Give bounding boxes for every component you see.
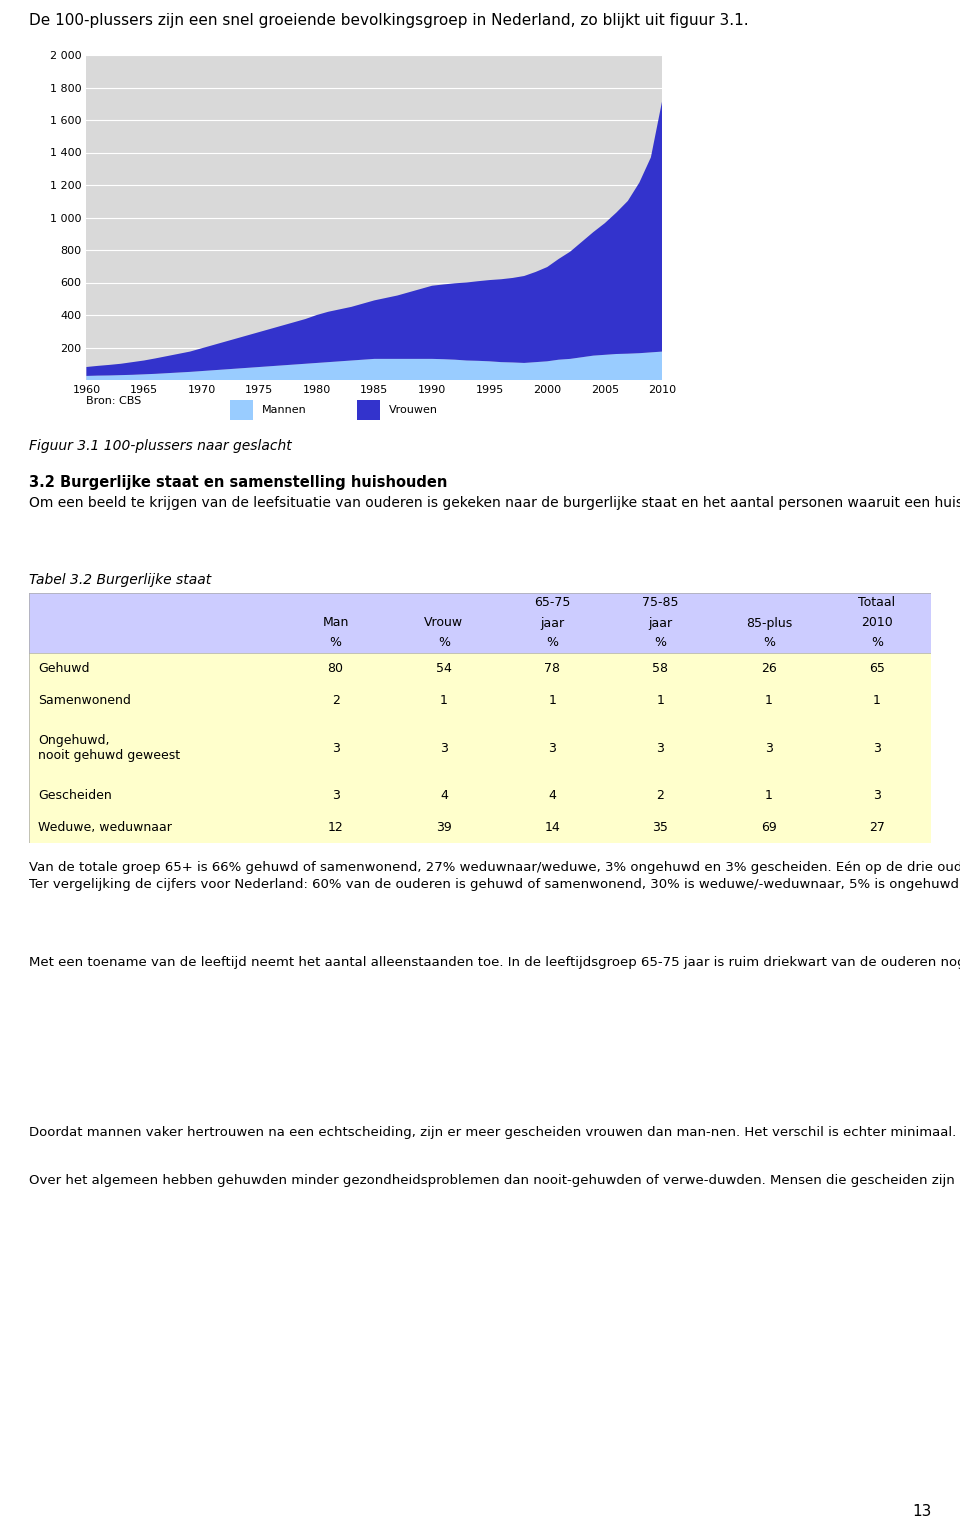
Text: 78: 78: [544, 662, 561, 676]
Text: 1: 1: [765, 694, 773, 707]
Text: Gescheiden: Gescheiden: [37, 789, 111, 803]
Text: 3: 3: [873, 742, 881, 754]
Text: 80: 80: [327, 662, 344, 676]
Bar: [29, 594, 931, 653]
Text: 12: 12: [327, 821, 344, 833]
Text: De 100-plussers zijn een snel groeiende bevolkingsgroep in Nederland, zo blijkt : De 100-plussers zijn een snel groeiende …: [29, 14, 749, 27]
Text: 27: 27: [869, 821, 885, 833]
Text: 85-plus: 85-plus: [746, 617, 792, 630]
Text: 1: 1: [873, 694, 881, 707]
Text: 2: 2: [657, 789, 664, 803]
Text: 3: 3: [440, 742, 448, 754]
Text: Gehuwd: Gehuwd: [37, 662, 89, 676]
Bar: [29, 653, 931, 842]
Text: 75-85: 75-85: [642, 597, 679, 609]
Text: 1: 1: [548, 694, 556, 707]
Text: Samenwonend: Samenwonend: [37, 694, 131, 707]
Text: Bron: CBS: Bron: CBS: [86, 397, 142, 406]
Text: Met een toename van de leeftijd neemt het aantal alleenstaanden toe. In de leeft: Met een toename van de leeftijd neemt he…: [29, 955, 960, 969]
Text: 4: 4: [548, 789, 556, 803]
Text: 3: 3: [657, 742, 664, 754]
Text: 26: 26: [761, 662, 777, 676]
Text: %: %: [438, 636, 450, 650]
Text: 2010: 2010: [861, 617, 893, 630]
Text: %: %: [763, 636, 775, 650]
Text: jaar: jaar: [540, 617, 564, 630]
Text: %: %: [655, 636, 666, 650]
Text: 3.2 Burgerlijke staat en samenstelling huishouden: 3.2 Burgerlijke staat en samenstelling h…: [29, 476, 447, 490]
Text: %: %: [329, 636, 342, 650]
Text: %: %: [546, 636, 558, 650]
Text: 13: 13: [912, 1505, 931, 1520]
Text: 3: 3: [331, 789, 340, 803]
Text: Tabel 3.2 Burgerlijke staat: Tabel 3.2 Burgerlijke staat: [29, 572, 211, 588]
Text: Doordat mannen vaker hertrouwen na een echtscheiding, zijn er meer gescheiden vr: Doordat mannen vaker hertrouwen na een e…: [29, 1126, 956, 1138]
Text: 3: 3: [765, 742, 773, 754]
Text: 65-75: 65-75: [534, 597, 570, 609]
Text: Van de totale groep 65+ is 66% gehuwd of samenwonend, 27% weduwnaar/weduwe, 3% o: Van de totale groep 65+ is 66% gehuwd of…: [29, 861, 960, 891]
Bar: [230, 400, 253, 420]
Text: Mannen: Mannen: [262, 404, 307, 415]
Text: jaar: jaar: [648, 617, 673, 630]
Text: 1: 1: [440, 694, 448, 707]
Text: Ongehuwd,
nooit gehuwd geweest: Ongehuwd, nooit gehuwd geweest: [37, 734, 180, 761]
Text: 3: 3: [331, 742, 340, 754]
Text: 2: 2: [331, 694, 340, 707]
Text: %: %: [871, 636, 883, 650]
Text: 54: 54: [436, 662, 452, 676]
Text: 1: 1: [765, 789, 773, 803]
Text: Totaal: Totaal: [858, 597, 896, 609]
Text: Figuur 3.1 100-plussers naar geslacht: Figuur 3.1 100-plussers naar geslacht: [29, 439, 292, 453]
Text: Vrouwen: Vrouwen: [389, 404, 438, 415]
Text: 3: 3: [548, 742, 556, 754]
Text: Om een beeld te krijgen van de leefsituatie van ouderen is gekeken naar de burge: Om een beeld te krijgen van de leefsitua…: [29, 496, 960, 510]
Text: 65: 65: [869, 662, 885, 676]
Text: Weduwe, weduwnaar: Weduwe, weduwnaar: [37, 821, 172, 833]
Text: 1: 1: [657, 694, 664, 707]
Text: 3: 3: [873, 789, 881, 803]
Text: 39: 39: [436, 821, 452, 833]
Text: 69: 69: [761, 821, 777, 833]
Text: 35: 35: [653, 821, 668, 833]
Text: 58: 58: [653, 662, 668, 676]
Text: 4: 4: [440, 789, 448, 803]
Text: Vrouw: Vrouw: [424, 617, 464, 630]
Text: Man: Man: [323, 617, 348, 630]
Text: 14: 14: [544, 821, 560, 833]
Text: Over het algemeen hebben gehuwden minder gezondheidsproblemen dan nooit-gehuwden: Over het algemeen hebben gehuwden minder…: [29, 1173, 960, 1187]
Bar: [357, 400, 380, 420]
